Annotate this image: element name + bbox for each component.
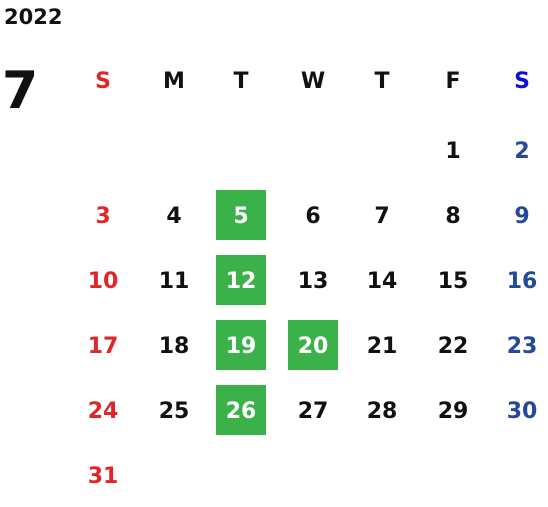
day: 5 <box>233 204 248 229</box>
day-highlight <box>216 385 266 435</box>
day: 30 <box>507 399 538 424</box>
day: 18 <box>159 334 190 359</box>
day: 22 <box>438 334 469 359</box>
weekday-label: T <box>374 69 389 94</box>
day: 19 <box>226 334 257 359</box>
day: 12 <box>226 269 257 294</box>
day: 16 <box>507 269 538 294</box>
day: 7 <box>374 204 389 229</box>
weekday-label: W <box>301 69 325 94</box>
day: 11 <box>159 269 190 294</box>
weekday-label: M <box>163 69 185 94</box>
day-highlight <box>216 190 266 240</box>
month: 7 <box>2 61 38 121</box>
day: 6 <box>305 204 320 229</box>
day: 29 <box>438 399 469 424</box>
day: 13 <box>298 269 329 294</box>
day-highlight <box>288 320 338 370</box>
day: 28 <box>367 399 398 424</box>
day: 17 <box>88 334 119 359</box>
year: 2022 <box>4 5 62 29</box>
weekday-label: F <box>445 69 460 94</box>
day: 10 <box>88 269 119 294</box>
day: 2 <box>514 139 529 164</box>
day: 21 <box>367 334 398 359</box>
day: 4 <box>166 204 181 229</box>
day: 24 <box>88 399 119 424</box>
day: 8 <box>445 204 460 229</box>
day: 14 <box>367 269 398 294</box>
day: 25 <box>159 399 190 424</box>
day: 27 <box>298 399 329 424</box>
day: 9 <box>514 204 529 229</box>
day: 1 <box>445 139 460 164</box>
day-highlight <box>216 320 266 370</box>
day: 26 <box>226 399 257 424</box>
day: 3 <box>95 204 110 229</box>
weekday-label: S <box>514 69 530 94</box>
day: 15 <box>438 269 469 294</box>
day: 23 <box>507 334 538 359</box>
day: 20 <box>298 334 329 359</box>
weekday-label: S <box>95 69 111 94</box>
day-highlight <box>216 255 266 305</box>
day: 31 <box>88 464 119 489</box>
weekday-label: T <box>233 69 248 94</box>
